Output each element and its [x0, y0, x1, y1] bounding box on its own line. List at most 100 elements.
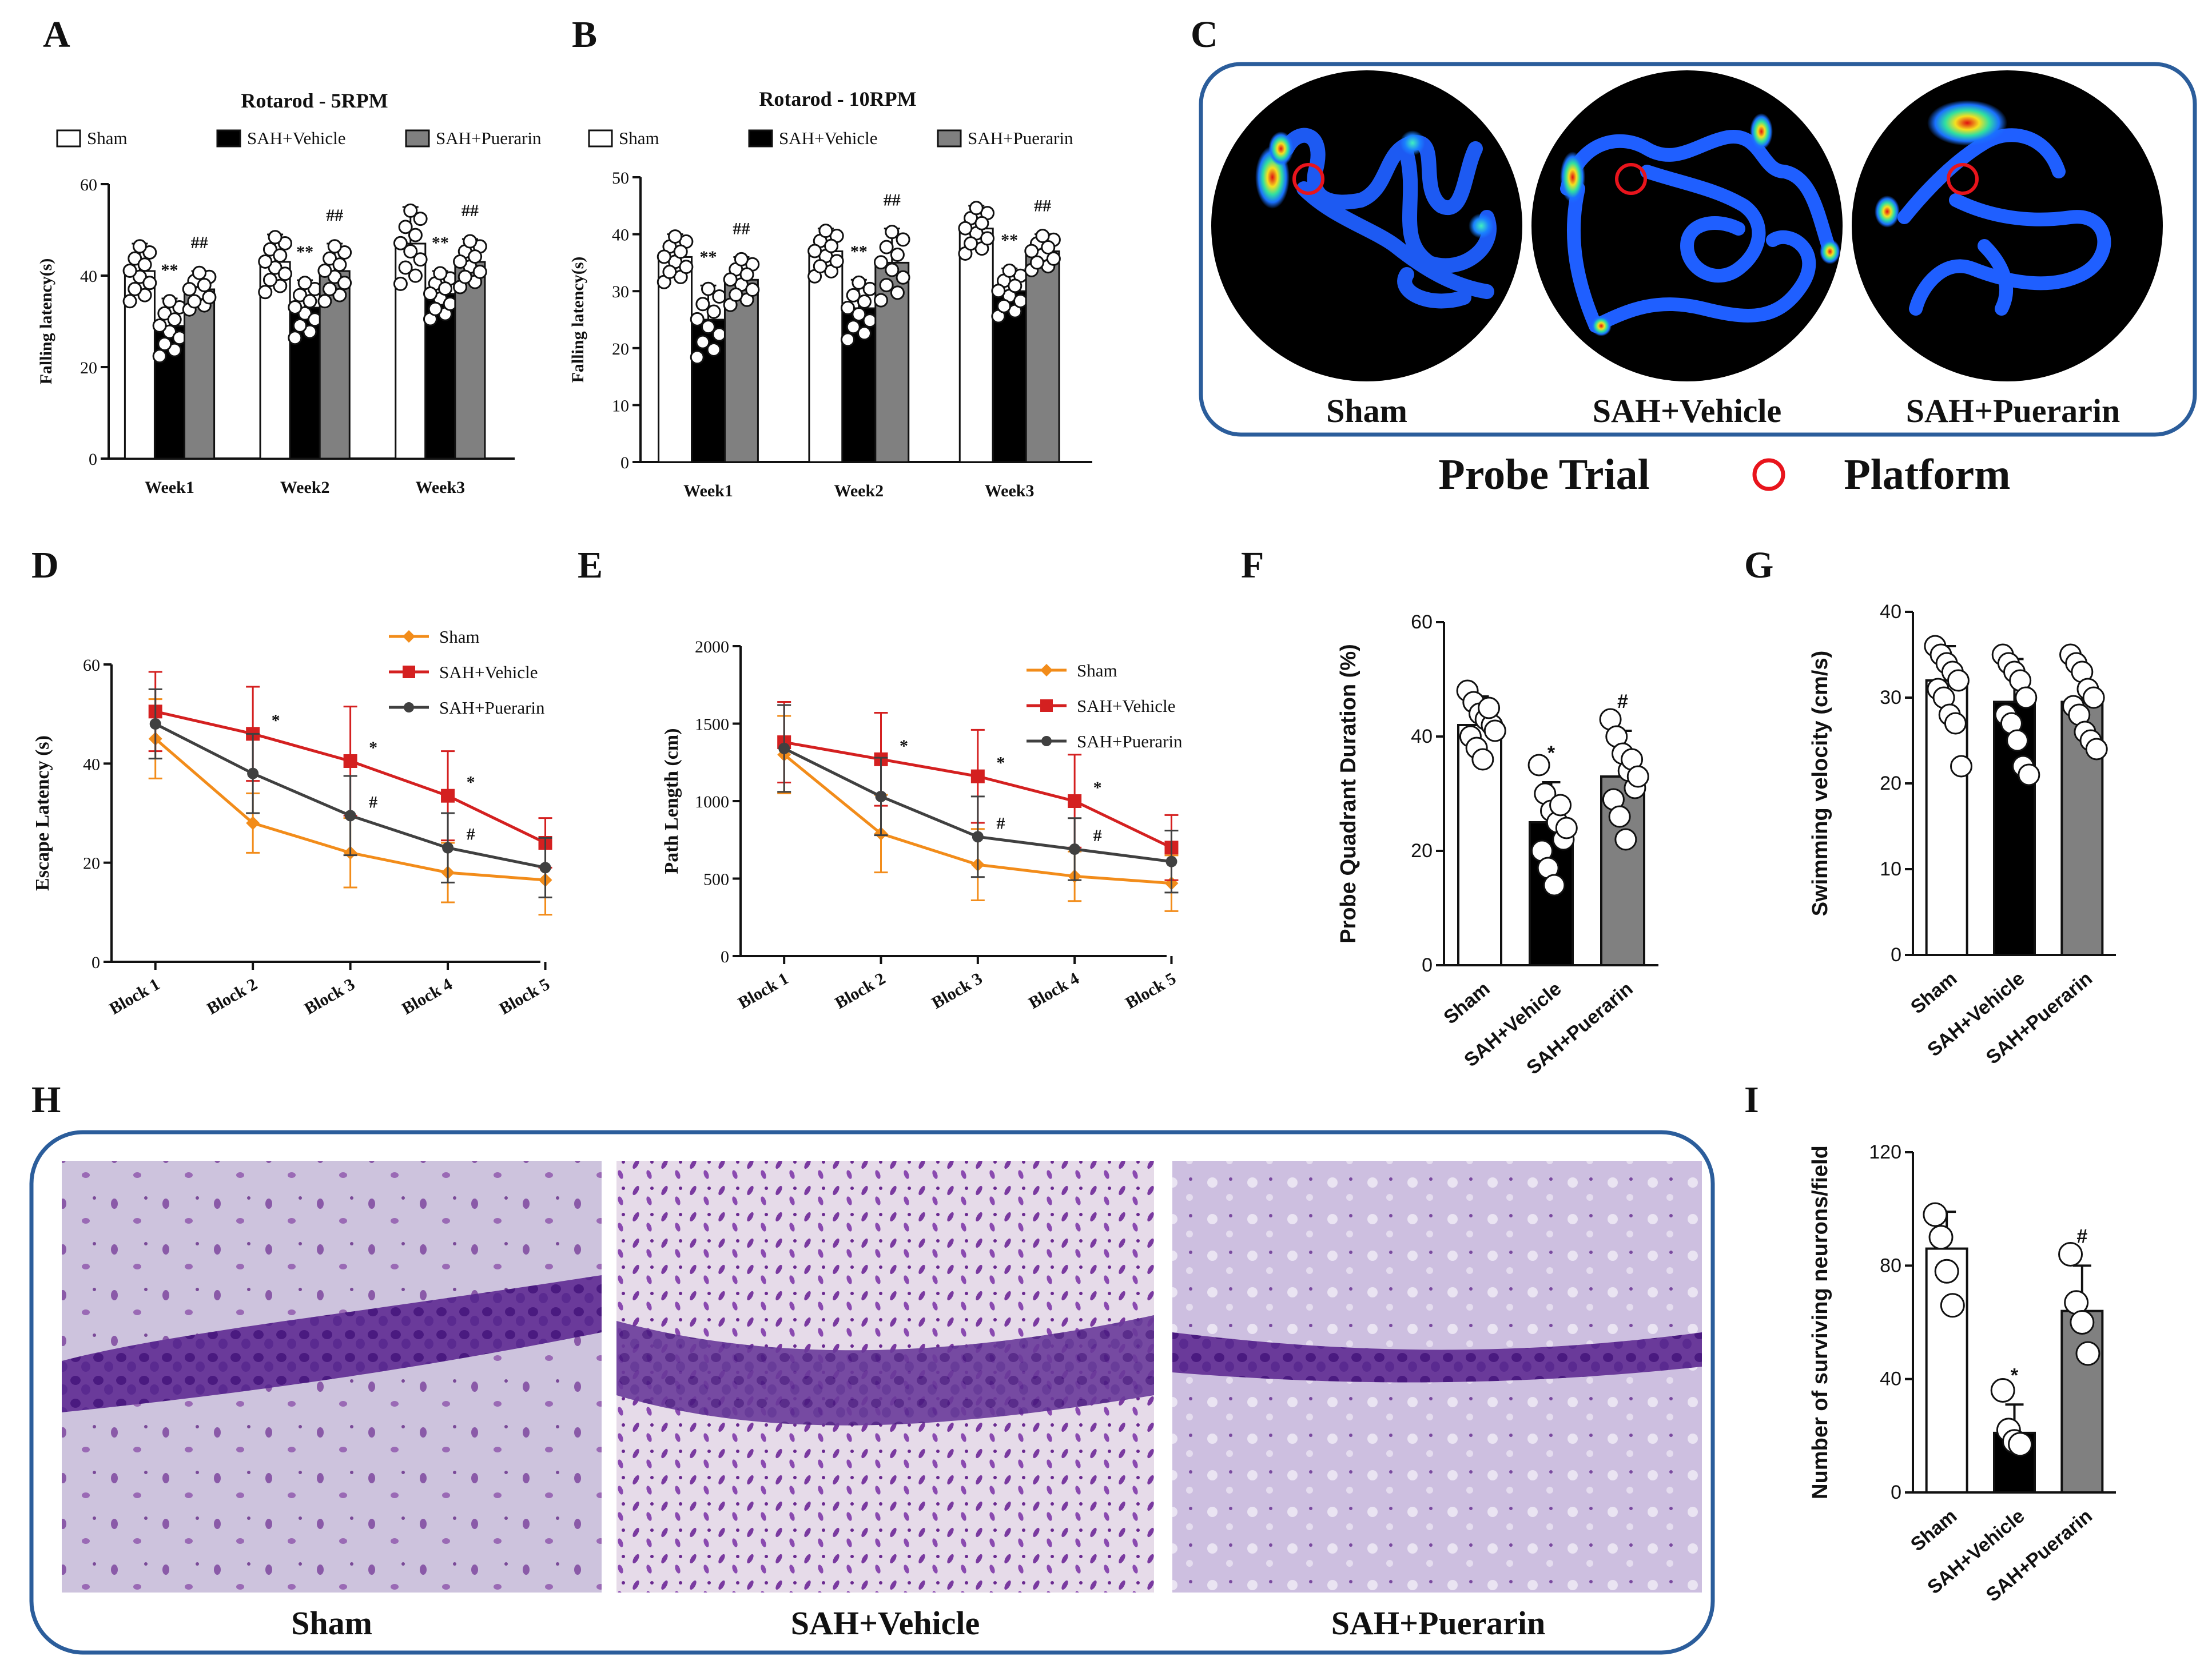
y-tick-label: 30: [1880, 687, 1901, 708]
y-axis-label: Path Length (cm): [661, 728, 682, 874]
series-marker: [970, 769, 985, 783]
y-tick-label: 2000: [695, 638, 729, 656]
data-point: [122, 294, 137, 309]
series-marker: [539, 862, 551, 874]
x-tick-label: Block 3: [301, 974, 359, 1018]
y-tick-label: 0: [620, 453, 629, 472]
data-point: [182, 282, 197, 297]
x-tick-label: Block 5: [496, 974, 554, 1018]
series-marker: [246, 816, 260, 830]
data-point: [403, 244, 418, 259]
legend-label: Sham: [619, 128, 659, 148]
data-point: [2018, 763, 2040, 786]
data-point: [457, 269, 472, 284]
data-point: [408, 228, 423, 242]
data-point: [964, 236, 978, 251]
data-point: [2008, 1432, 2033, 1457]
data-point: [997, 298, 1012, 313]
data-point: [167, 312, 182, 327]
significance-marker: #: [996, 814, 1005, 833]
data-point: [690, 312, 705, 327]
significance-marker: #: [1093, 826, 1102, 845]
data-point: [1483, 719, 1506, 742]
y-tick-label: 0: [1422, 954, 1433, 976]
data-point: [679, 260, 694, 274]
series-marker: [343, 754, 357, 768]
x-tick-label: Block 1: [735, 969, 792, 1013]
data-point: [297, 276, 312, 290]
data-point: [258, 254, 273, 269]
legend-label: SAH+Vehicle: [779, 128, 877, 148]
data-point: [1940, 1293, 1965, 1318]
data-point: [152, 349, 167, 364]
series-marker: [1069, 843, 1081, 855]
data-point: [1471, 748, 1494, 771]
data-point: [332, 257, 347, 272]
data-point: [128, 281, 142, 296]
data-point: [403, 203, 418, 218]
platform-marker: [1947, 163, 1979, 195]
data-point: [433, 266, 448, 281]
data-point: [885, 262, 900, 277]
y-tick-label: 40: [80, 267, 97, 286]
data-point: [2085, 738, 2108, 761]
y-tick-label: 20: [1880, 773, 1901, 794]
data-point: [690, 350, 705, 365]
data-point: [472, 264, 487, 279]
series-marker: [149, 718, 161, 730]
data-point: [187, 294, 202, 309]
y-tick-label: 60: [1411, 611, 1433, 633]
significance-marker: *: [2011, 1364, 2019, 1386]
panel-h: H Sham SAH+Vehicle SAH+Puerarin: [29, 1079, 1715, 1655]
heatmap-sah-vehicle: [1531, 70, 1843, 381]
data-point: [885, 225, 900, 240]
y-axis-label: Falling latency(s): [568, 257, 587, 383]
significance-marker: **: [432, 233, 449, 252]
histology-label-vehicle: SAH+Vehicle: [791, 1605, 980, 1642]
data-point: [873, 255, 888, 270]
data-point: [879, 240, 894, 254]
x-tick-label: Block 1: [106, 974, 164, 1018]
panel-letter-e: E: [578, 544, 603, 586]
significance-marker: ##: [462, 201, 479, 220]
series-marker: [1165, 855, 1177, 867]
y-tick-label: 1000: [695, 793, 729, 811]
legend-label: Sham: [1077, 660, 1117, 680]
data-point: [980, 231, 995, 246]
y-tick-label: 0: [721, 948, 729, 966]
data-point: [729, 287, 743, 302]
data-point: [890, 285, 905, 300]
significance-marker: *: [1547, 742, 1555, 764]
legend-swatch: [937, 129, 962, 148]
legend-swatch: [56, 129, 81, 148]
data-point: [1614, 828, 1637, 851]
x-tick-label: Week3: [985, 481, 1035, 500]
y-tick-label: 40: [1411, 726, 1433, 747]
chart-b-rotarod-10rpm: Rotarod - 10RPM Sham SAH+Vehicle SAH+Puerar…: [568, 87, 1092, 500]
data-point: [428, 301, 443, 316]
series-marker: [247, 767, 259, 779]
legend-swatch: [748, 129, 773, 148]
data-point: [277, 266, 292, 281]
series-marker: [972, 831, 984, 843]
data-point: [958, 221, 973, 236]
chart-title: Rotarod - 10RPM: [759, 87, 916, 110]
data-point: [857, 294, 872, 309]
data-point: [712, 327, 727, 342]
significance-marker: #: [2076, 1225, 2087, 1247]
data-point: [438, 281, 453, 296]
y-axis-label: Escape Latency (s): [32, 735, 53, 891]
data-point: [739, 267, 754, 282]
data-point: [657, 249, 671, 264]
significance-marker: ##: [326, 206, 343, 225]
histology-label-sham: Sham: [291, 1605, 372, 1642]
data-point: [317, 294, 332, 309]
data-point: [197, 278, 212, 293]
data-point: [288, 331, 303, 345]
data-point: [2006, 729, 2029, 752]
data-point: [1947, 669, 1970, 692]
series-marker: [875, 790, 887, 802]
